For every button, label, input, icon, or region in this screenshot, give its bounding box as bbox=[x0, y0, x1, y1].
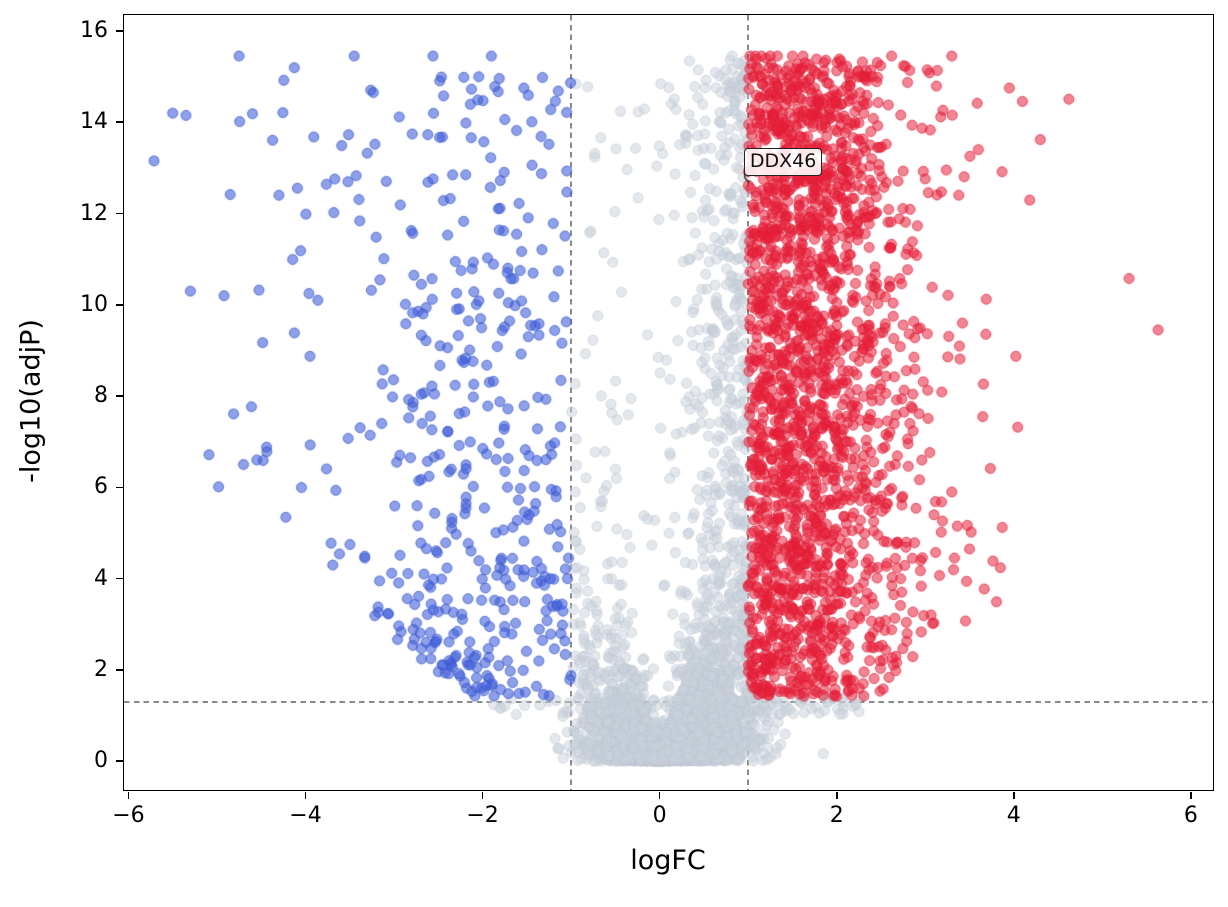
y-tick-mark bbox=[116, 760, 123, 763]
y-tick-mark bbox=[116, 30, 123, 32]
x-tick-label: 6 bbox=[1183, 803, 1198, 828]
y-tick-label: 4 bbox=[94, 565, 108, 591]
x-tick-mark bbox=[658, 792, 661, 799]
y-tick-mark bbox=[116, 121, 123, 124]
x-axis-label: logFC bbox=[630, 845, 706, 876]
annotation-text: DDX46 bbox=[749, 150, 817, 173]
y-tick-mark bbox=[116, 304, 123, 306]
gene-annotation-label: DDX46 bbox=[743, 148, 823, 177]
y-tick-label: 14 bbox=[80, 109, 108, 135]
y-axis-label: -log10(adjP) bbox=[15, 319, 47, 483]
x-tick-mark bbox=[481, 792, 484, 799]
x-tick-label: −6 bbox=[112, 803, 145, 828]
y-tick-label: 8 bbox=[94, 383, 108, 409]
x-tick-mark bbox=[1012, 792, 1015, 799]
x-tick-label: −2 bbox=[466, 803, 499, 828]
x-tick-label: 2 bbox=[829, 803, 844, 828]
y-tick-mark bbox=[116, 212, 123, 215]
x-tick-label: −4 bbox=[289, 803, 322, 828]
y-tick-label: 12 bbox=[80, 200, 108, 226]
x-tick-label: 0 bbox=[652, 803, 667, 828]
y-tick-label: 6 bbox=[94, 474, 108, 500]
x-tick-label: 4 bbox=[1006, 803, 1021, 828]
y-tick-mark bbox=[116, 395, 123, 397]
y-tick-mark bbox=[116, 669, 123, 671]
y-tick-mark bbox=[116, 577, 123, 580]
y-tick-label: 2 bbox=[94, 656, 108, 682]
x-tick-mark bbox=[127, 792, 130, 799]
y-tick-label: 0 bbox=[94, 748, 108, 774]
plot-area: DDX46 bbox=[123, 14, 1214, 791]
y-tick-label: 10 bbox=[80, 291, 108, 317]
x-tick-mark bbox=[304, 792, 307, 799]
scatter-points-canvas bbox=[124, 15, 1213, 790]
y-tick-mark bbox=[116, 486, 123, 489]
x-tick-mark bbox=[1190, 792, 1192, 799]
y-tick-label: 16 bbox=[80, 17, 108, 43]
x-tick-mark bbox=[835, 792, 838, 799]
